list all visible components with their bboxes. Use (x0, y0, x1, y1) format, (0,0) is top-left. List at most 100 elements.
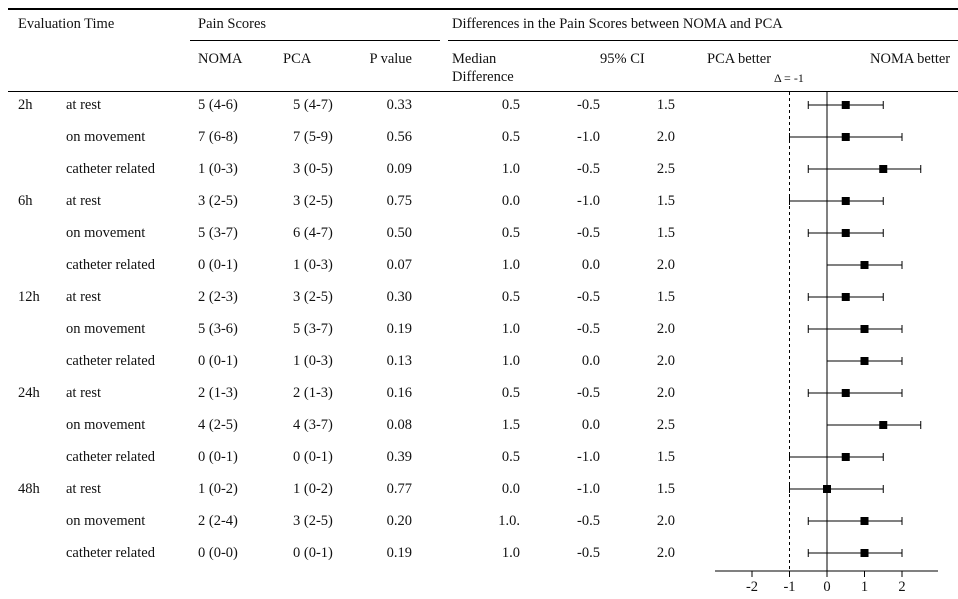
cell-noma: 0 (0-1) (198, 353, 238, 369)
cell-ci-upper: 1.5 (656, 97, 675, 113)
point-estimate (860, 261, 869, 269)
cell-pca: 7 (5-9) (293, 129, 333, 145)
cell-time: 12h (18, 289, 40, 305)
cell-median-difference: 1.0 (501, 257, 520, 273)
cell-noma: 5 (3-6) (198, 321, 238, 337)
cell-pca: 0 (0-1) (293, 545, 333, 561)
point-estimate (841, 133, 850, 141)
header-median-difference-1: Median (452, 51, 497, 67)
cell-p-value: 0.50 (386, 225, 412, 241)
cell-pca: 1 (0-2) (293, 481, 333, 497)
cell-time: 48h (18, 481, 40, 497)
cell-pca: 3 (0-5) (293, 161, 333, 177)
cell-p-value: 0.19 (386, 545, 412, 561)
point-estimate (841, 101, 850, 109)
cell-ci-lower: -0.5 (577, 161, 600, 177)
cell-ci-upper: 2.0 (656, 129, 675, 145)
cell-ci-upper: 2.5 (656, 161, 675, 177)
point-estimate (879, 165, 888, 173)
differences-underline (448, 40, 958, 41)
cell-ci-lower: 0.0 (581, 417, 600, 433)
cell-condition: on movement (66, 321, 146, 337)
point-estimate (841, 293, 850, 301)
cell-ci-lower: 0.0 (581, 353, 600, 369)
cell-ci-upper: 2.5 (656, 417, 675, 433)
cell-condition: at rest (66, 289, 102, 305)
header-pain-scores: Pain Scores (198, 16, 267, 32)
cell-median-difference: 0.0 (501, 481, 520, 497)
header-differences: Differences in the Pain Scores between N… (452, 16, 783, 32)
cell-median-difference: 0.5 (501, 97, 520, 113)
header-ci: 95% CI (600, 51, 645, 67)
cell-noma: 0 (0-0) (198, 545, 238, 561)
cell-p-value: 0.19 (386, 321, 412, 337)
header-delta: Δ = -1 (774, 71, 804, 85)
cell-noma: 2 (1-3) (198, 385, 238, 401)
cell-noma: 2 (2-3) (198, 289, 238, 305)
cell-p-value: 0.13 (386, 353, 412, 369)
cell-p-value: 0.39 (386, 449, 412, 465)
point-estimate (860, 357, 869, 365)
cell-condition: at rest (66, 481, 102, 497)
cell-condition: at rest (66, 193, 102, 209)
cell-noma: 0 (0-1) (198, 449, 238, 465)
cell-condition: catheter related (66, 257, 155, 273)
cell-pca: 1 (0-3) (293, 257, 333, 273)
cell-p-value: 0.30 (386, 289, 412, 305)
pain-scores-underline (190, 40, 440, 41)
point-estimate (823, 485, 831, 493)
cell-noma: 1 (0-3) (198, 161, 238, 177)
cell-ci-lower: -0.5 (577, 225, 600, 241)
cell-ci-lower: -0.5 (577, 513, 600, 529)
top-rule (8, 8, 958, 10)
cell-condition: catheter related (66, 161, 155, 177)
cell-noma: 3 (2-5) (198, 193, 238, 209)
point-estimate (841, 197, 850, 205)
cell-ci-lower: -0.5 (577, 321, 600, 337)
cell-ci-lower: -1.0 (577, 129, 600, 145)
cell-noma: 1 (0-2) (198, 481, 238, 497)
cell-pca: 4 (3-7) (293, 417, 333, 433)
cell-median-difference: 0.5 (501, 449, 520, 465)
cell-pca: 0 (0-1) (293, 449, 333, 465)
cell-ci-lower: -0.5 (577, 545, 600, 561)
cell-pca: 5 (4-7) (293, 97, 333, 113)
header-pca: PCA (283, 51, 312, 67)
cell-median-difference: 0.5 (501, 225, 520, 241)
cell-p-value: 0.77 (386, 481, 412, 497)
header-noma-better: NOMA better (870, 51, 951, 67)
cell-pca: 1 (0-3) (293, 353, 333, 369)
cell-noma: 4 (2-5) (198, 417, 238, 433)
point-estimate (879, 421, 888, 429)
header-noma: NOMA (198, 51, 243, 67)
cell-condition: at rest (66, 385, 102, 401)
cell-p-value: 0.20 (386, 513, 412, 529)
cell-ci-upper: 2.0 (656, 513, 675, 529)
cell-condition: catheter related (66, 545, 155, 561)
point-estimate (860, 549, 869, 557)
cell-time: 2h (18, 97, 33, 113)
cell-ci-lower: -1.0 (577, 193, 600, 209)
cell-median-difference: 0.5 (501, 385, 520, 401)
cell-ci-lower: -0.5 (577, 289, 600, 305)
x-tick-label: -2 (746, 579, 758, 595)
cell-p-value: 0.07 (386, 257, 412, 273)
cell-noma: 2 (2-4) (198, 513, 238, 529)
cell-p-value: 0.08 (386, 417, 412, 433)
cell-condition: catheter related (66, 353, 155, 369)
cell-ci-lower: -0.5 (577, 385, 600, 401)
cell-pca: 3 (2-5) (293, 513, 333, 529)
cell-condition: on movement (66, 225, 146, 241)
cell-time: 6h (18, 193, 33, 209)
cell-median-difference: 1.0 (501, 321, 520, 337)
cell-condition: on movement (66, 129, 146, 145)
cell-median-difference: 0.0 (501, 193, 520, 209)
point-estimate (841, 389, 850, 397)
cell-noma: 5 (4-6) (198, 97, 238, 113)
cell-ci-upper: 2.0 (656, 545, 675, 561)
cell-ci-lower: -1.0 (577, 481, 600, 497)
cell-noma: 7 (6-8) (198, 129, 238, 145)
cell-median-difference: 0.5 (501, 289, 520, 305)
cell-median-difference: 1.0 (501, 161, 520, 177)
